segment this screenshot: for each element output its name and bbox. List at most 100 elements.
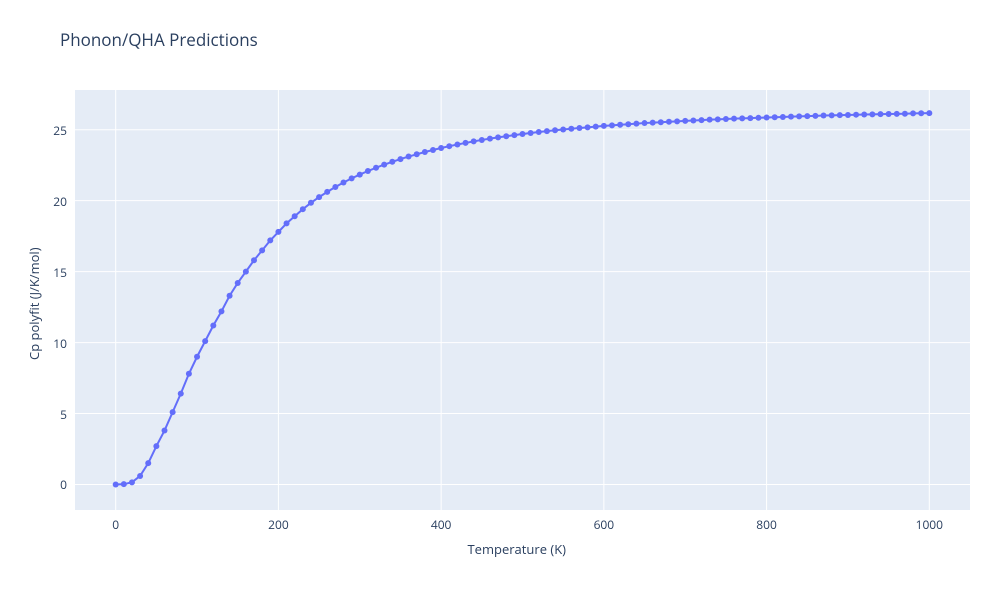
series-marker[interactable] [861, 112, 867, 118]
series-marker[interactable] [869, 111, 875, 117]
series-marker[interactable] [357, 172, 363, 178]
series-marker[interactable] [454, 141, 460, 147]
series-marker[interactable] [341, 180, 347, 186]
series-marker[interactable] [129, 479, 135, 485]
series-marker[interactable] [446, 143, 452, 149]
series-marker[interactable] [747, 115, 753, 121]
series-marker[interactable] [528, 130, 534, 136]
series-marker[interactable] [780, 114, 786, 120]
series-marker[interactable] [162, 428, 168, 434]
series-marker[interactable] [764, 115, 770, 121]
series-marker[interactable] [300, 206, 306, 212]
series-marker[interactable] [520, 131, 526, 137]
series-marker[interactable] [609, 122, 615, 128]
series-marker[interactable] [821, 113, 827, 119]
series-marker[interactable] [430, 147, 436, 153]
series-marker[interactable] [471, 138, 477, 144]
series-marker[interactable] [804, 113, 810, 119]
series-marker[interactable] [292, 213, 298, 219]
series-marker[interactable] [682, 118, 688, 124]
series-marker[interactable] [227, 293, 233, 299]
series-marker[interactable] [593, 124, 599, 130]
series-marker[interactable] [406, 154, 412, 160]
series-marker[interactable] [186, 371, 192, 377]
series-marker[interactable] [666, 119, 672, 125]
series-marker[interactable] [479, 137, 485, 143]
series-marker[interactable] [788, 114, 794, 120]
series-marker[interactable] [576, 125, 582, 131]
series-marker[interactable] [853, 112, 859, 118]
series-marker[interactable] [365, 168, 371, 174]
chart-canvas[interactable] [75, 90, 970, 510]
series-marker[interactable] [715, 116, 721, 122]
series-marker[interactable] [699, 117, 705, 123]
series-marker[interactable] [422, 149, 428, 155]
series-marker[interactable] [658, 119, 664, 125]
series-marker[interactable] [650, 120, 656, 126]
series-marker[interactable] [308, 200, 314, 206]
series-marker[interactable] [707, 117, 713, 123]
series-marker[interactable] [739, 115, 745, 121]
series-marker[interactable] [259, 247, 265, 253]
series-marker[interactable] [796, 113, 802, 119]
series-marker[interactable] [121, 481, 127, 487]
series-marker[interactable] [397, 156, 403, 162]
series-marker[interactable] [544, 128, 550, 134]
series-marker[interactable] [349, 175, 355, 181]
series-marker[interactable] [324, 189, 330, 195]
series-marker[interactable] [316, 194, 322, 200]
series-marker[interactable] [674, 118, 680, 124]
series-marker[interactable] [267, 237, 273, 243]
series-marker[interactable] [617, 122, 623, 128]
series-marker[interactable] [145, 460, 151, 466]
series-marker[interactable] [511, 132, 517, 138]
series-marker[interactable] [284, 220, 290, 226]
series-marker[interactable] [137, 473, 143, 479]
series-marker[interactable] [113, 481, 119, 487]
series-marker[interactable] [373, 165, 379, 171]
series-marker[interactable] [625, 121, 631, 127]
series-marker[interactable] [153, 443, 159, 449]
series-marker[interactable] [926, 110, 932, 116]
series-marker[interactable] [731, 116, 737, 122]
series-marker[interactable] [381, 162, 387, 168]
series-marker[interactable] [837, 112, 843, 118]
series-marker[interactable] [723, 116, 729, 122]
series-marker[interactable] [251, 257, 257, 263]
series-marker[interactable] [243, 269, 249, 275]
series-marker[interactable] [918, 110, 924, 116]
series-marker[interactable] [202, 338, 208, 344]
series-marker[interactable] [568, 126, 574, 132]
series-marker[interactable] [275, 229, 281, 235]
series-marker[interactable] [170, 409, 176, 415]
series-marker[interactable] [487, 136, 493, 142]
series-marker[interactable] [910, 110, 916, 116]
series-marker[interactable] [690, 118, 696, 124]
series-marker[interactable] [495, 134, 501, 140]
series-marker[interactable] [585, 124, 591, 130]
series-marker[interactable] [210, 323, 216, 329]
series-marker[interactable] [812, 113, 818, 119]
series-marker[interactable] [235, 280, 241, 286]
series-marker[interactable] [536, 129, 542, 135]
series-marker[interactable] [886, 111, 892, 117]
series-marker[interactable] [894, 111, 900, 117]
series-marker[interactable] [438, 145, 444, 151]
series-marker[interactable] [772, 114, 778, 120]
series-line[interactable] [116, 113, 930, 484]
series-marker[interactable] [414, 151, 420, 157]
series-marker[interactable] [503, 133, 509, 139]
series-marker[interactable] [332, 184, 338, 190]
series-marker[interactable] [560, 126, 566, 132]
series-marker[interactable] [633, 121, 639, 127]
series-marker[interactable] [552, 127, 558, 133]
series-marker[interactable] [194, 354, 200, 360]
series-marker[interactable] [389, 159, 395, 165]
series-marker[interactable] [755, 115, 761, 121]
series-marker[interactable] [178, 391, 184, 397]
series-marker[interactable] [642, 120, 648, 126]
series-marker[interactable] [829, 112, 835, 118]
series-marker[interactable] [902, 111, 908, 117]
series-marker[interactable] [845, 112, 851, 118]
series-marker[interactable] [878, 111, 884, 117]
